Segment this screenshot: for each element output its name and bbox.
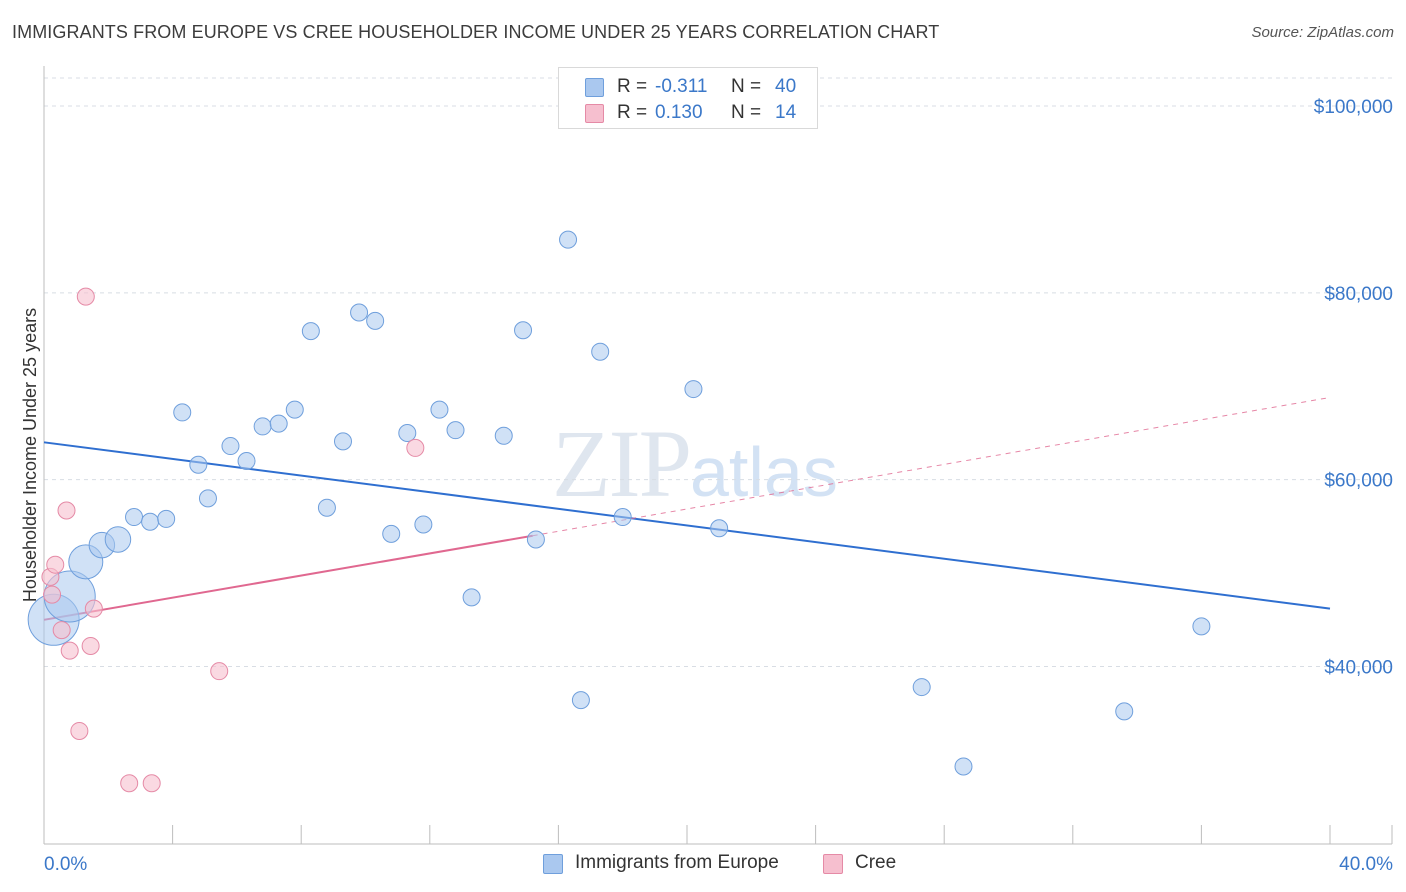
cree-point (57, 501, 76, 520)
cree-trend-extension (532, 396, 1331, 537)
y-tick-label: $40,000 (1324, 658, 1393, 679)
europe-point (198, 489, 217, 508)
europe-point (912, 678, 931, 697)
europe-point (157, 509, 176, 528)
europe-point (559, 230, 578, 249)
legend-label: Cree (855, 852, 897, 873)
europe-point (446, 421, 465, 440)
europe-point (526, 530, 545, 549)
y-tick-label: $80,000 (1324, 284, 1393, 305)
europe-point (514, 321, 533, 340)
n-label: N = (731, 102, 762, 123)
europe-point (366, 311, 385, 330)
cree-point (142, 774, 161, 793)
y-tick-label: $100,000 (1314, 97, 1393, 118)
europe-point (141, 512, 160, 531)
cree-point (46, 555, 65, 574)
europe-point (1115, 702, 1134, 721)
europe-point (591, 342, 610, 361)
stats-legend: R = -0.311 N = 40 R = 0.130 N = 14 (558, 67, 818, 129)
europe-point (430, 400, 449, 419)
europe-point (462, 588, 481, 607)
europe-point (237, 452, 256, 470)
chart-title: IMMIGRANTS FROM EUROPE VS CREE HOUSEHOLD… (12, 22, 940, 42)
legend-label: Immigrants from Europe (575, 852, 779, 873)
cree-point (120, 774, 139, 793)
axis-labels: $40,000 $60,000 $80,000 $100,000 0.0% 40.0% Ho… (20, 97, 1393, 875)
watermark: ZIPatlas (552, 408, 838, 519)
europe-point (317, 498, 336, 517)
europe-point (382, 524, 401, 543)
europe-point (571, 691, 590, 710)
europe-trend-line (43, 441, 1331, 610)
source-credit: Source: ZipAtlas.com (1251, 24, 1394, 41)
data-points (27, 230, 1211, 793)
n-label: N = (731, 76, 762, 97)
cree-trend-line (43, 534, 533, 621)
europe-point (253, 417, 272, 436)
europe-point (494, 426, 513, 445)
y-axis-label: Householder Income Under 25 years (20, 308, 40, 602)
watermark-zip: ZIP (552, 410, 692, 517)
cree-point (406, 438, 425, 457)
europe-point (398, 423, 417, 442)
x-tick-label-min: 0.0% (44, 854, 87, 875)
r-label: R = (617, 102, 648, 123)
europe-point (269, 414, 288, 433)
axes (43, 66, 1393, 845)
europe-point (684, 380, 703, 399)
europe-point (954, 757, 973, 776)
cree-legend-swatch (823, 854, 843, 874)
grid-lines (44, 77, 1392, 668)
europe-point (710, 519, 729, 538)
trend-lines (43, 396, 1331, 621)
cree-point (70, 721, 89, 740)
europe-legend-swatch (543, 854, 563, 874)
cree-point (81, 636, 100, 655)
cree-point (43, 585, 62, 604)
europe-point (189, 455, 208, 474)
x-tick-label-max: 40.0% (1339, 854, 1393, 875)
r-value: 0.130 (655, 102, 703, 123)
europe-swatch (585, 78, 604, 97)
europe-point (301, 322, 320, 341)
europe-point (613, 508, 632, 527)
europe-point (173, 403, 192, 422)
europe-point (350, 303, 369, 322)
y-tick-label: $60,000 (1324, 471, 1393, 492)
cree-point (60, 641, 79, 660)
r-value: -0.311 (655, 76, 708, 97)
europe-point (125, 508, 144, 527)
europe-point (104, 526, 132, 553)
europe-point (414, 515, 433, 534)
watermark-atlas: atlas (690, 433, 838, 511)
cree-swatch (585, 104, 604, 123)
europe-point (1192, 617, 1211, 636)
europe-point (221, 437, 240, 456)
cree-point (84, 599, 103, 618)
r-label: R = (617, 76, 648, 97)
cree-point (76, 287, 95, 306)
n-value: 40 (775, 76, 797, 97)
europe-point (333, 432, 352, 451)
cree-point (210, 662, 229, 681)
n-value: 14 (775, 102, 797, 123)
cree-point (52, 621, 71, 640)
europe-point (285, 400, 304, 419)
